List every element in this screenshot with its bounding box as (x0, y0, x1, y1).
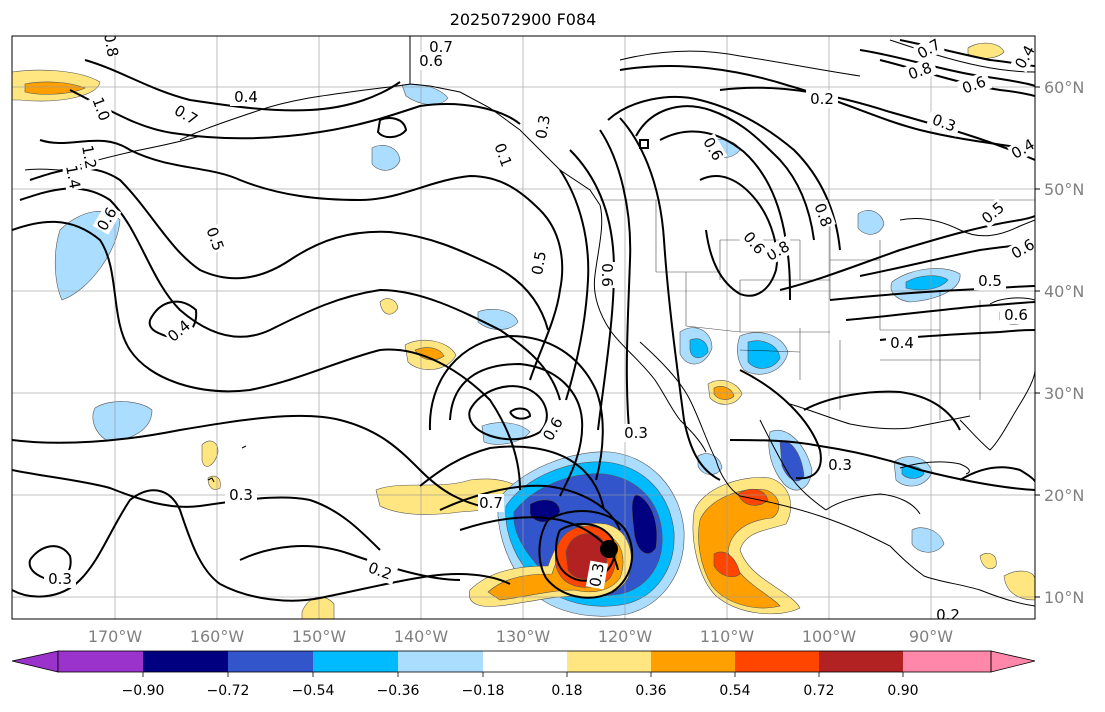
contour-label: 0.6 (598, 262, 616, 288)
contour-labels: 0.7 0.6 0.4 0.7 1.0 1.2 1.4 0.8 0.6 0.5 … (44, 32, 1035, 624)
svg-text:0.2: 0.2 (810, 90, 834, 108)
contour-label: 1.2 (77, 142, 101, 172)
colorbar: −0.90 −0.72 −0.54 −0.36 −0.18 0.18 0.36 … (11, 650, 1036, 699)
contour-label: 0.5 (974, 272, 1006, 290)
colorbar-over-extend (990, 650, 1036, 673)
latitude-labels: 60°N 50°N 40°N 30°N 20°N 10°N (1035, 78, 1084, 607)
contour-label: 0.7 (478, 494, 504, 512)
map-frame (11, 35, 1036, 620)
map-panel: 0.7 0.6 0.4 0.7 1.0 1.2 1.4 0.8 0.6 0.5 … (12, 32, 1035, 624)
svg-text:0.4: 0.4 (234, 88, 258, 106)
colorbar-bin (735, 651, 819, 672)
longitude-labels: 170°W 160°W 150°W 140°W 130°W 120°W 110°… (88, 627, 953, 646)
lat-label: 60°N (1044, 78, 1084, 97)
svg-text:0.3: 0.3 (532, 114, 554, 141)
coastlines (24, 36, 1035, 607)
colorbar-tick-label: −0.36 (377, 683, 420, 699)
lat-label: 50°N (1044, 180, 1084, 199)
svg-text:1.2: 1.2 (78, 144, 100, 171)
contour-label: 0.2 (806, 90, 838, 108)
contour-label: 0.6 (1000, 306, 1032, 324)
contour-label: 0.4 (886, 334, 918, 352)
colorbar-tick-label: −0.54 (292, 683, 335, 699)
svg-text:0.8: 0.8 (100, 32, 122, 59)
contour-label: 0.6 (955, 71, 993, 99)
colorbar-bin (58, 651, 143, 672)
contour-label: 1.4 (61, 162, 85, 192)
lon-label: 150°W (292, 627, 347, 646)
contour-label: 0.3 (44, 570, 76, 588)
colorbar-tick-label: 0.36 (635, 683, 666, 699)
contour-label: 0.5 (527, 248, 551, 278)
colorbar-tick-label: 0.54 (719, 683, 750, 699)
colorbar-tick-label: 0.90 (887, 683, 918, 699)
svg-text:0.6: 0.6 (598, 263, 616, 287)
svg-text:0.3: 0.3 (586, 562, 608, 589)
colorbar-bin (143, 651, 228, 672)
hurricane-marker-icon (600, 540, 618, 558)
lat-label: 10°N (1044, 588, 1084, 607)
svg-text:0.2: 0.2 (936, 606, 960, 624)
colorbar-bin (651, 651, 735, 672)
colorbar-bin (567, 651, 651, 672)
lon-label: 120°W (598, 627, 653, 646)
colorbar-under-extend (11, 650, 59, 673)
contour-label: 0.3 (585, 560, 609, 590)
figure-title: 2025072900 F084 (450, 10, 597, 29)
lon-label: 140°W (394, 627, 449, 646)
colorbar-bin (819, 651, 903, 672)
contour-label: 0.6 (415, 52, 447, 70)
contour-label: 0.3 (531, 112, 555, 142)
contour-label: 0.3 (620, 424, 652, 442)
svg-text:0.3: 0.3 (828, 456, 852, 474)
contour-label: 0.2 (932, 606, 964, 624)
contour-label: 0.3 (824, 456, 856, 474)
svg-text:0.3: 0.3 (624, 424, 648, 442)
lon-label: 170°W (88, 627, 143, 646)
colorbar-tick-label: −0.72 (207, 683, 250, 699)
svg-text:0.6: 0.6 (1004, 306, 1028, 324)
lon-label: 100°W (802, 627, 857, 646)
svg-text:1.4: 1.4 (62, 164, 84, 191)
lon-label: 160°W (190, 627, 245, 646)
contour-label: 0.8 (100, 32, 122, 59)
lon-label: 110°W (700, 627, 755, 646)
contour-label: 0.7 (425, 38, 457, 56)
colorbar-bin (398, 651, 483, 672)
contour-label: 0.5 (202, 223, 228, 255)
colorbar-bin (313, 651, 398, 672)
svg-text:0.5: 0.5 (978, 272, 1002, 290)
lon-label: 90°W (909, 627, 953, 646)
contour-label: 0.3 (225, 486, 257, 504)
svg-text:0.5: 0.5 (528, 250, 550, 277)
lon-label: 130°W (496, 627, 551, 646)
lat-label: 40°N (1044, 282, 1084, 301)
colorbar-tick-label: −0.90 (122, 683, 165, 699)
lat-label: 20°N (1044, 486, 1084, 505)
colorbar-tick-label: 0.72 (803, 683, 834, 699)
colorbar-tick-label: −0.18 (462, 683, 505, 699)
lat-label: 30°N (1044, 384, 1084, 403)
svg-text:0.7: 0.7 (479, 494, 503, 512)
contours (12, 39, 1035, 602)
svg-text:0.4: 0.4 (890, 334, 914, 352)
svg-text:0.7: 0.7 (429, 38, 453, 56)
graticule (12, 36, 1035, 619)
colorbar-bin (228, 651, 313, 672)
svg-text:0.6: 0.6 (419, 52, 443, 70)
colorbar-bin (903, 651, 991, 672)
state-borders (600, 199, 1035, 420)
svg-text:0.3: 0.3 (229, 486, 253, 504)
colorbar-tick-label: 0.18 (551, 683, 582, 699)
svg-text:0.3: 0.3 (48, 570, 72, 588)
contour-label: 0.4 (230, 88, 262, 106)
colorbar-bin (483, 651, 567, 672)
